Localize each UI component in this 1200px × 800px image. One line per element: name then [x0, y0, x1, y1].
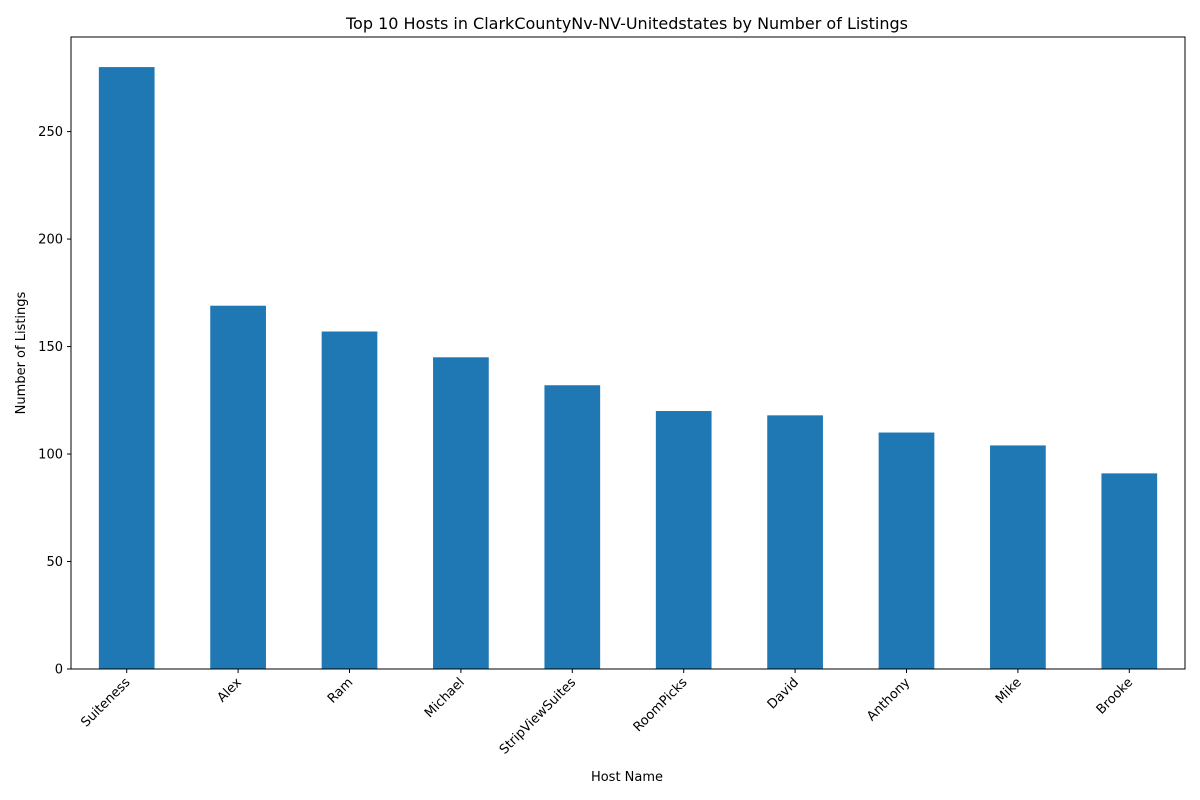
bar-michael — [433, 357, 489, 669]
bar-stripviewsuites — [544, 385, 601, 669]
y-tick-label: 250 — [38, 125, 63, 140]
bar-mike — [990, 445, 1046, 669]
y-tick-label: 0 — [55, 663, 63, 678]
bar-suiteness — [98, 67, 155, 670]
y-axis-ticks: 0 50 100 150 200 250 — [38, 125, 71, 678]
bars-group — [98, 67, 1158, 670]
y-tick-label: 50 — [46, 555, 63, 570]
y-tick-label: 200 — [38, 233, 63, 248]
y-axis-label: Number of Listings — [14, 291, 29, 414]
bar-brooke — [1101, 473, 1158, 669]
chart-title: Top 10 Hosts in ClarkCountyNv-NV-Uniteds… — [345, 14, 908, 33]
bar-anthony — [878, 432, 935, 669]
bar-ram — [321, 331, 378, 669]
plot-frame — [70, 36, 1186, 670]
y-tick-label: 100 — [38, 448, 63, 463]
bar-roompicks — [655, 411, 712, 669]
x-axis-label: Host Name — [591, 770, 663, 785]
bar-david — [767, 415, 823, 669]
bar-alex — [210, 305, 266, 669]
y-tick-label: 150 — [38, 340, 63, 355]
